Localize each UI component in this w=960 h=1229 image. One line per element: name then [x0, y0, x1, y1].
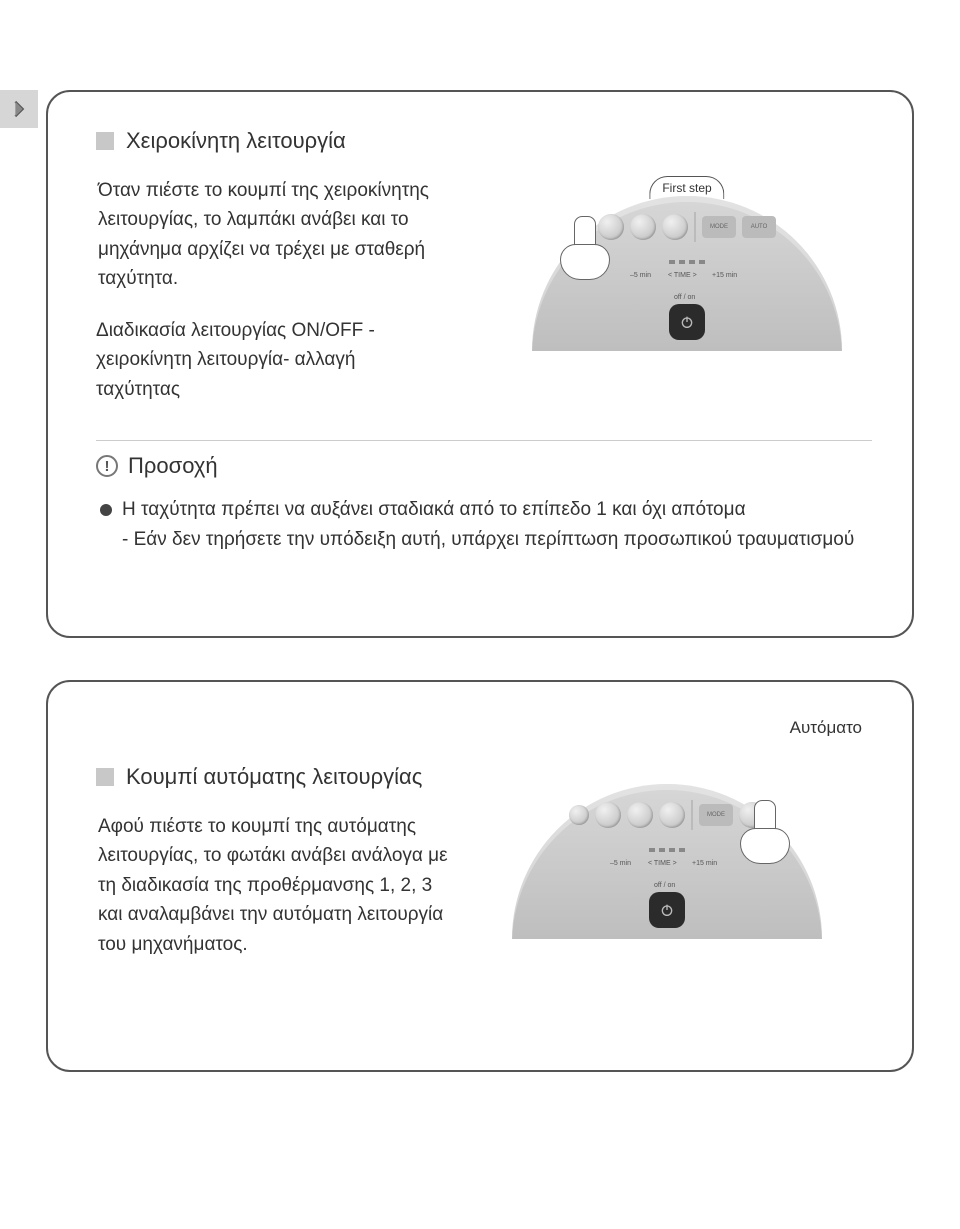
- device-off-on: off / on: [674, 294, 695, 301]
- device-panel-manual: First step MODE AUTO –5 min < TIME > +15…: [532, 176, 842, 376]
- warning-list: Η ταχύτητα πρέπει να αυξάνει σταδιακά απ…: [100, 495, 872, 554]
- hand-pointer-icon: [740, 800, 792, 870]
- device-btn-mode: MODE: [699, 804, 733, 826]
- device-led: [569, 805, 589, 825]
- device-time-plus: +15 min: [692, 860, 717, 867]
- device-time-plus: +15 min: [712, 272, 737, 279]
- device-btn-2: [627, 802, 653, 828]
- device-btn-2: [630, 214, 656, 240]
- manual-title: Χειροκίνητη λειτουργία: [126, 128, 346, 154]
- auto-title-row: Κουμπί αυτόματης λειτουργίας: [96, 764, 476, 790]
- device-time-minus: –5 min: [630, 272, 651, 279]
- device-power-button: [669, 304, 705, 340]
- device-btn-3: [662, 214, 688, 240]
- manual-sub: Διαδικασία λειτουργίας ON/OFF - χειροκίν…: [96, 316, 396, 404]
- hand-pointer-icon: [560, 216, 612, 286]
- auto-paragraph: Αφού πιέστε το κουμπί της αυτόματης λειτ…: [98, 812, 458, 959]
- manual-paragraph: Όταν πιέστε το κουμπί της χειροκίνητης λ…: [98, 176, 496, 294]
- auto-device-label: Αυτόματο: [790, 718, 862, 738]
- manual-operation-card: Χειροκίνητη λειτουργία Όταν πιέστε το κο…: [46, 90, 914, 638]
- device-btn-mode: MODE: [702, 216, 736, 238]
- warning-icon: !: [96, 455, 118, 477]
- auto-title: Κουμπί αυτόματης λειτουργίας: [126, 764, 422, 790]
- chevron-right-icon: [8, 98, 30, 120]
- device-label-first-step: First step: [649, 176, 724, 199]
- warning-title: Προσοχή: [128, 453, 218, 479]
- manual-title-row: Χειροκίνητη λειτουργία: [96, 128, 872, 154]
- device-time-center: < TIME >: [668, 272, 697, 279]
- page-corner-chevron: [0, 90, 38, 128]
- device-btn-1: [595, 802, 621, 828]
- warning-header: ! Προσοχή: [96, 453, 872, 479]
- device-btn-auto: AUTO: [742, 216, 776, 238]
- device-panel-auto: MODE –5 min < TIME > +15 min off / on: [512, 764, 822, 964]
- power-icon: [679, 314, 695, 330]
- auto-operation-card: Κουμπί αυτόματης λειτουργίας Αφού πιέστε…: [46, 680, 914, 1072]
- device-btn-3: [659, 802, 685, 828]
- device-time-minus: –5 min: [610, 860, 631, 867]
- device-button-row: MODE AUTO: [598, 212, 776, 242]
- device-power-button: [649, 892, 685, 928]
- device-off-on: off / on: [654, 882, 675, 889]
- device-time-center: < TIME >: [648, 860, 677, 867]
- power-icon: [659, 902, 675, 918]
- bullet-dot-icon: [100, 504, 112, 516]
- device-button-row: MODE: [569, 800, 765, 830]
- bullet-square-icon: [96, 768, 114, 786]
- warning-line2: - Εάν δεν τηρήσετε την υπόδειξη αυτή, υπ…: [122, 525, 872, 554]
- bullet-square-icon: [96, 132, 114, 150]
- warning-line1: Η ταχύτητα πρέπει να αυξάνει σταδιακά απ…: [122, 499, 746, 520]
